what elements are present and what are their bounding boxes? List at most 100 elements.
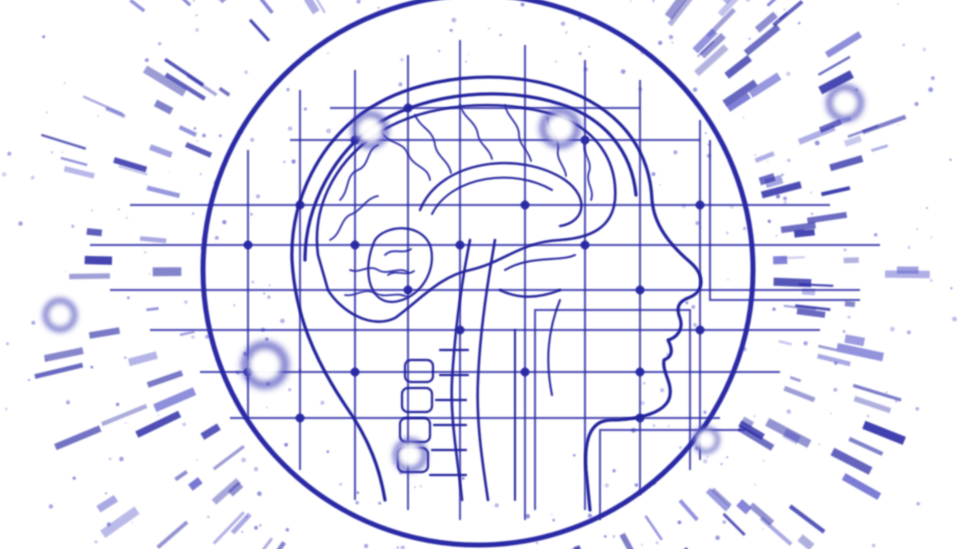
speck — [679, 446, 682, 449]
circuit-nodes — [243, 103, 705, 423]
streak-segment — [705, 487, 731, 512]
streak-segment — [694, 44, 729, 77]
speck — [339, 482, 343, 486]
speck — [168, 171, 170, 173]
speck — [232, 304, 236, 307]
speck — [192, 0, 195, 2]
speck — [254, 525, 258, 530]
streak-segment — [84, 255, 113, 265]
speck — [565, 31, 568, 34]
speck — [767, 219, 771, 223]
streak-segment — [149, 144, 173, 158]
speck — [256, 194, 260, 199]
speck — [193, 127, 197, 130]
speck — [930, 279, 933, 282]
streak-segment — [754, 151, 775, 163]
streak-segment — [174, 469, 189, 482]
circuit-lines — [90, 40, 880, 520]
speck — [703, 459, 708, 464]
speck — [949, 158, 952, 161]
circuit-node — [350, 240, 360, 250]
speck — [706, 456, 709, 459]
speck — [141, 169, 144, 172]
streak-segment — [772, 255, 788, 265]
circuit-node — [635, 285, 645, 295]
speck — [833, 387, 838, 392]
speck — [196, 459, 198, 461]
streak-segment — [780, 222, 816, 234]
speck — [677, 520, 682, 525]
speck — [71, 224, 75, 228]
speck — [263, 292, 266, 295]
streak-segment — [153, 387, 197, 412]
speck — [327, 52, 329, 55]
speck — [652, 424, 656, 427]
speck — [214, 236, 219, 240]
streak-segment — [754, 11, 778, 33]
speck — [722, 520, 726, 524]
circuit-node — [695, 200, 705, 210]
circuit-node — [635, 367, 645, 377]
speck — [91, 209, 93, 212]
streak-segment — [745, 0, 751, 3]
streak-segment — [861, 114, 907, 135]
speck — [44, 358, 48, 362]
streak-segment — [100, 506, 140, 538]
speck — [603, 535, 607, 538]
speck — [378, 501, 382, 505]
speck — [157, 414, 159, 416]
speck — [465, 60, 467, 63]
speck — [659, 184, 661, 186]
streak-segment — [182, 0, 192, 7]
speck — [753, 415, 756, 418]
speck — [65, 400, 71, 405]
speck — [42, 35, 46, 39]
speck — [630, 0, 632, 2]
speck — [852, 480, 855, 483]
speck — [952, 316, 957, 322]
speck — [97, 114, 99, 117]
speck — [726, 71, 730, 74]
speck — [930, 76, 935, 80]
speck — [671, 41, 674, 44]
streak-segment — [722, 79, 758, 107]
speck — [1, 172, 7, 177]
speck — [251, 280, 255, 284]
speck — [195, 28, 199, 32]
streak-segment — [212, 445, 245, 471]
circuit-node — [520, 367, 530, 377]
streak-segment — [34, 362, 84, 379]
speck — [693, 323, 697, 327]
speck — [525, 514, 530, 519]
speck — [326, 450, 330, 454]
streak-segment — [699, 32, 726, 59]
speck — [668, 34, 674, 40]
speck — [28, 378, 31, 382]
streak-segment — [773, 277, 812, 288]
speck — [743, 227, 746, 230]
speck — [660, 388, 665, 393]
streak-segment — [44, 347, 84, 362]
streak-segment — [248, 18, 271, 42]
speck — [890, 326, 895, 332]
glow-bursts — [40, 81, 867, 475]
speck — [641, 543, 644, 546]
speck — [115, 402, 120, 407]
streak-segment — [870, 144, 889, 152]
speck — [587, 513, 593, 518]
speck — [703, 410, 707, 414]
circuit-node — [520, 200, 530, 210]
speck — [355, 501, 359, 505]
streak-segment — [129, 0, 146, 13]
streak-segment — [184, 142, 213, 158]
streak-segment — [765, 418, 812, 448]
streak-segment — [766, 0, 776, 7]
streak-segment — [817, 353, 851, 367]
speck — [461, 476, 465, 480]
streak-segment — [60, 156, 88, 167]
speck — [834, 361, 838, 366]
speck — [90, 365, 94, 369]
speck — [775, 234, 778, 237]
speck — [48, 504, 54, 509]
